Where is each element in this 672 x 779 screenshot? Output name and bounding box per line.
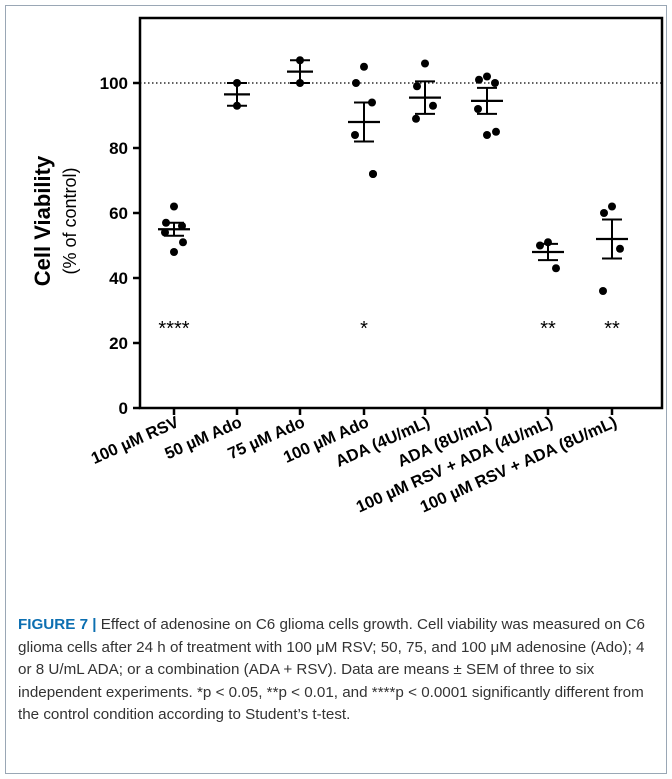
significance-marker: ** [540, 318, 556, 340]
caption-text: Effect of adenosine on C6 glioma cells g… [18, 616, 645, 723]
significance-marker: * [360, 318, 368, 340]
y-tick-label: 20 [109, 334, 128, 353]
data-point [608, 202, 616, 211]
data-point [474, 105, 482, 113]
data-point [492, 127, 500, 136]
data-point [170, 248, 178, 256]
data-point [475, 75, 483, 84]
caption-separator: | [88, 616, 101, 633]
data-point [483, 131, 491, 139]
data-point [429, 101, 437, 110]
data-point [352, 79, 360, 87]
data-point [491, 79, 499, 87]
data-point [616, 244, 624, 253]
y-axis-subtitle: (% of control) [60, 167, 80, 274]
y-tick-label: 40 [109, 269, 128, 288]
data-point [536, 241, 544, 250]
data-point [351, 131, 359, 139]
figure-frame [5, 5, 667, 774]
data-point [483, 72, 491, 81]
data-point [178, 222, 186, 230]
significance-marker: ** [604, 318, 620, 340]
y-tick-label: 60 [109, 204, 128, 223]
data-point [421, 59, 429, 68]
caption-label: FIGURE 7 [18, 616, 89, 633]
y-tick-label: 100 [100, 74, 128, 93]
y-tick-label: 80 [109, 139, 128, 158]
figure-caption: FIGURE 7 | Effect of adenosine on C6 gli… [18, 614, 658, 727]
data-point [179, 238, 187, 247]
y-tick-label: 0 [119, 399, 128, 418]
data-point [599, 287, 607, 295]
data-point [170, 202, 178, 211]
data-point [413, 82, 421, 91]
data-point [161, 228, 169, 237]
data-point [412, 114, 420, 123]
data-point [360, 62, 368, 71]
plot-area-frame [138, 16, 664, 410]
data-point [552, 264, 560, 273]
significance-marker: **** [158, 318, 189, 340]
data-point [600, 209, 608, 217]
data-point [369, 170, 377, 178]
y-axis-title: Cell Viability [30, 155, 55, 286]
viability-chart: 0 20 40 60 80 100 Cell Viability (% of control)… [30, 16, 664, 516]
